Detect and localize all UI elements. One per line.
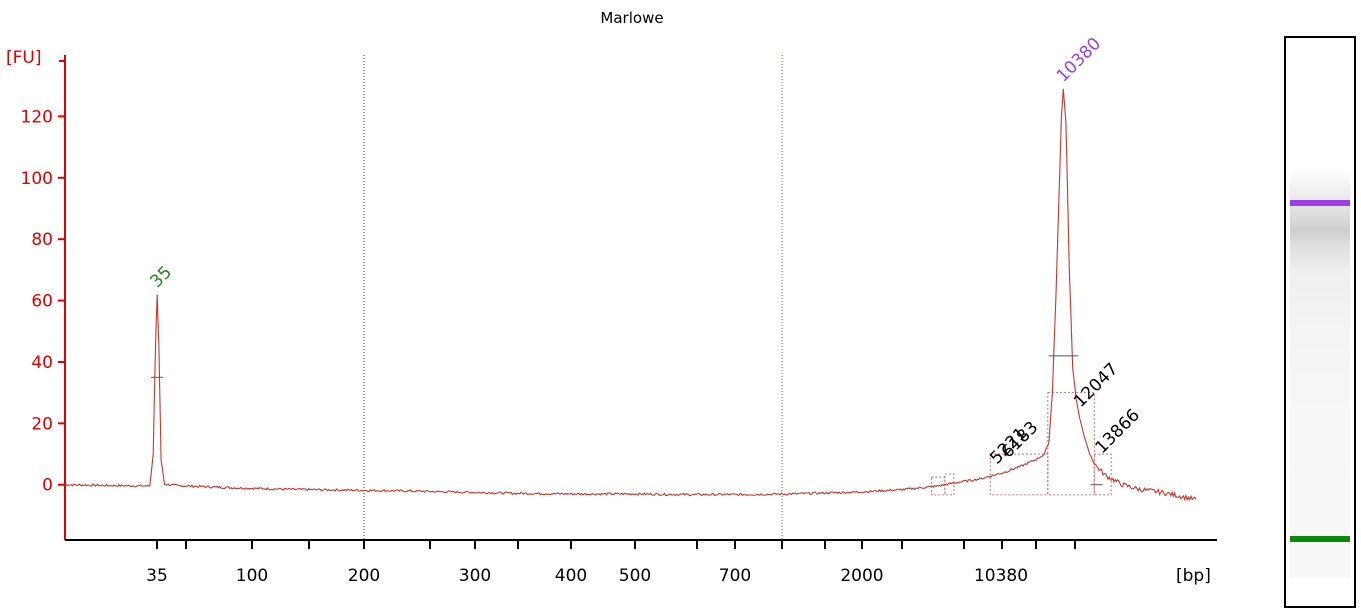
- x-tick-label: 100: [236, 566, 268, 586]
- gel-band-lower: [1290, 536, 1350, 542]
- x-tick-label: 200: [348, 566, 380, 586]
- vertical-gridlines: [363, 55, 783, 540]
- peak-label: 35: [147, 263, 176, 292]
- y-tick-label: 20: [31, 414, 53, 434]
- peak-label: 13866: [1092, 405, 1144, 457]
- x-ticks: 35 100 200 300 400 500 700 2000 10380: [146, 540, 1076, 586]
- y-tick-label: 80: [31, 230, 53, 250]
- chart-title: Marlowe: [600, 9, 663, 27]
- x-tick-label: 300: [459, 566, 491, 586]
- gel-lane: [1290, 168, 1350, 578]
- peak-label: 12047: [1070, 359, 1122, 411]
- y-tick-label: 100: [21, 169, 53, 189]
- x-tick-label: 10380: [974, 566, 1028, 586]
- gel-band-upper: [1290, 200, 1350, 206]
- peak-region-box: [989, 453, 1049, 496]
- axes: [59, 55, 1217, 541]
- x-tick-label: 400: [555, 566, 587, 586]
- y-tick-label: 120: [21, 107, 53, 127]
- x-axis-label: [bp]: [1176, 566, 1211, 586]
- y-tick-label: 0: [42, 476, 53, 496]
- y-axis-label: [FU]: [6, 48, 42, 68]
- peak-region-box: [1093, 453, 1112, 496]
- x-tick-label: 35: [146, 566, 168, 586]
- gel-image: [1284, 36, 1356, 608]
- y-ticks: 0 20 40 60 80 100 120: [21, 107, 65, 496]
- x-tick-label: 700: [719, 566, 751, 586]
- x-tick-label: 2000: [840, 566, 883, 586]
- x-tick-label: 500: [619, 566, 651, 586]
- trace-line: [64, 88, 1197, 502]
- peak-markers: [151, 355, 1103, 486]
- peak-region-box: [1047, 392, 1095, 496]
- y-tick-label: 60: [31, 292, 53, 312]
- y-tick-label: 40: [31, 353, 53, 373]
- peak-label: 10380: [1053, 34, 1105, 86]
- electropherogram-chart: Marlowe [FU] [bp] 0 20 40 60 80 100 120 35 100 2…: [6, 9, 1217, 586]
